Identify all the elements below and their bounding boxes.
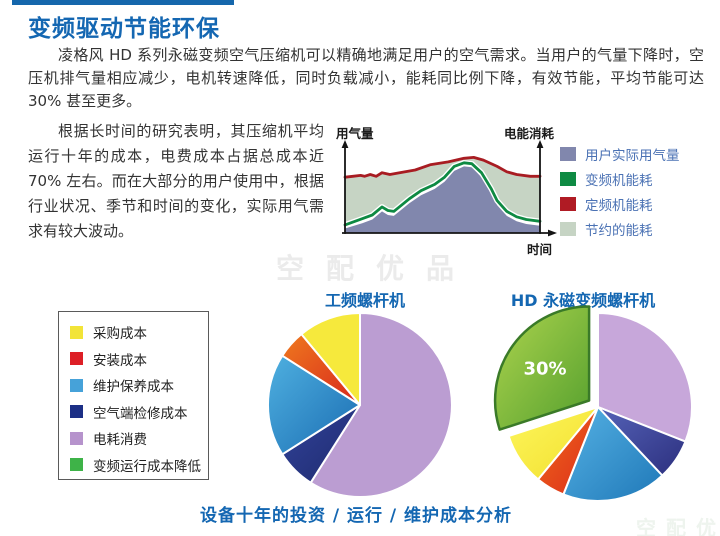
legend-item: 变频运行成本降低	[70, 452, 208, 479]
legend-swatch	[560, 171, 576, 186]
pie-slice	[493, 305, 591, 431]
vfd-energy-line	[343, 161, 542, 227]
research-paragraph: 根据长时间的研究表明，其压缩机平均运行十年的成本，电费成本占据总成本近 70% …	[28, 122, 324, 240]
x-axis-arrow	[548, 229, 557, 237]
legend-item: 空气端检修成本	[70, 399, 208, 426]
y-axis-left-arrow	[341, 140, 349, 148]
legend-swatch	[70, 405, 83, 419]
pie-title-variable-speed: HD 永磁变频螺杆机	[510, 291, 656, 310]
legend-label: 安装成本	[93, 352, 147, 369]
legend-item: 安装成本	[70, 346, 208, 373]
actual-air-demand-area	[345, 166, 540, 233]
watermark-fragment: 空配优品	[636, 516, 720, 536]
legend-swatch	[560, 221, 576, 236]
time-axis-label: 时间	[527, 242, 553, 257]
bottom-caption: 设备十年的投资 / 运行 / 维护成本分析	[199, 506, 513, 526]
legend-label: 用户实际用气量	[585, 147, 680, 164]
pie-slice	[309, 312, 453, 498]
consumption-chart-legend: 用户实际用气量 变频机能耗定频机能耗节约的能耗	[560, 141, 680, 241]
legend-item: 电耗消费	[70, 425, 208, 452]
legend-item: 维护保养成本	[70, 372, 208, 399]
pie-slice	[597, 312, 693, 443]
legend-label: 定频机能耗	[585, 197, 653, 214]
cost-legend-box: 采购成本安装成本维护保养成本 空气端检修成本 电耗消费变频运行成本降低	[58, 311, 209, 480]
legend-item: 用户实际用气量	[560, 141, 680, 166]
legend-swatch	[560, 196, 576, 211]
top-accent-bar	[12, 0, 234, 5]
legend-swatch	[560, 146, 576, 161]
y-axis-right-arrow	[536, 140, 544, 148]
legend-swatch	[70, 378, 83, 392]
pie-slice	[300, 312, 361, 406]
legend-label: 电耗消费	[93, 432, 147, 449]
power-consumption-axis-label: 电能消耗	[504, 126, 555, 141]
legend-label: 节约的能耗	[585, 222, 653, 239]
legend-label: 变频机能耗	[585, 172, 653, 189]
fixed-speed-energy-line	[343, 155, 542, 179]
legend-label: 维护保养成本	[93, 379, 174, 396]
pie-slice	[562, 406, 664, 502]
legend-label: 空气端检修成本	[93, 405, 188, 422]
pie-slice	[266, 354, 361, 456]
legend-swatch	[70, 325, 83, 339]
pie-title-fixed-speed: 工频螺杆机	[324, 291, 405, 310]
consumption-chart-svg	[341, 140, 557, 237]
legend-swatch	[70, 458, 83, 472]
pie-chart-variable-speed: 30%	[493, 305, 693, 502]
legend-swatch	[70, 431, 83, 445]
air-volume-axis-label: 用气量	[336, 126, 374, 141]
legend-item: 变频机能耗	[560, 166, 680, 191]
pie-percentage-label: 30%	[523, 359, 566, 380]
pie-slice	[507, 406, 599, 481]
legend-item: 节约的能耗	[560, 216, 680, 241]
legend-label: 变频运行成本降低	[93, 458, 201, 475]
legend-item: 采购成本	[70, 319, 208, 346]
pie-chart-fixed-speed	[266, 312, 453, 498]
legend-label: 采购成本	[93, 326, 147, 343]
watermark: 空配优品	[276, 252, 477, 285]
page-title: 变频驱动节能环保	[28, 16, 220, 42]
intro-paragraph: 凌格风 HD 系列永磁变频空气压缩机可以精确地满足用户的空气需求。当用户的气量下…	[28, 46, 704, 110]
legend-item: 定频机能耗	[560, 191, 680, 216]
legend-swatch	[70, 352, 83, 366]
